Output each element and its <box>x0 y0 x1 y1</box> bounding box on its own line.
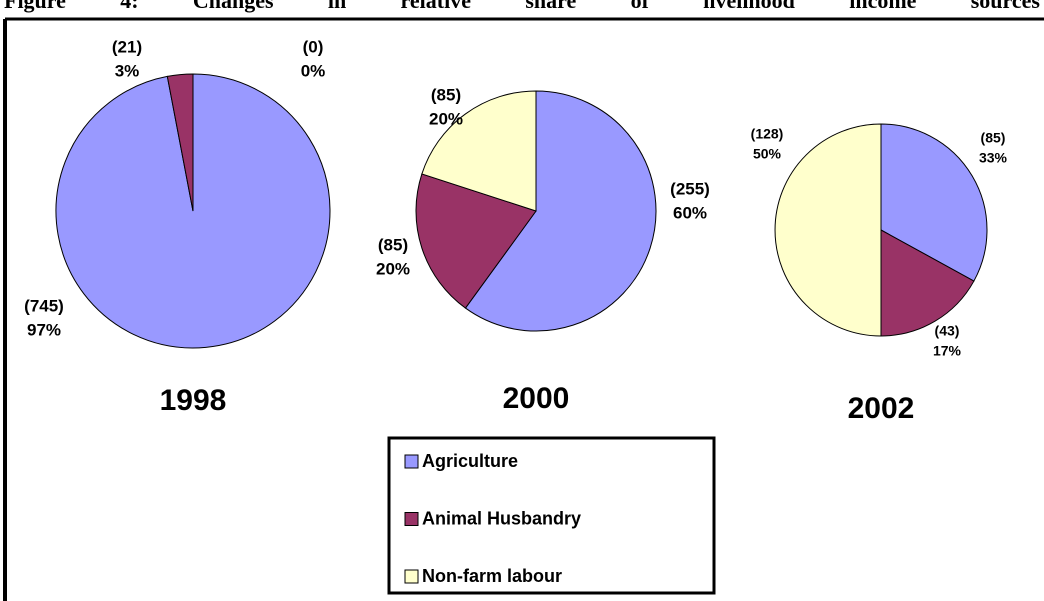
pie-slice <box>421 90 537 212</box>
pie-slice <box>415 173 537 309</box>
pie-slice <box>774 123 882 337</box>
pie-slice <box>880 229 975 337</box>
legend-label: Animal Husbandry <box>422 508 581 528</box>
pie-title: 1998 <box>160 384 227 417</box>
count-label: (745) <box>24 296 64 315</box>
legend-label: Non-farm labour <box>422 566 562 586</box>
legend-box <box>387 436 716 595</box>
value-label: 17% <box>933 342 962 358</box>
legend-swatch <box>404 569 419 584</box>
value-label: 20% <box>376 259 410 278</box>
legend-label: Agriculture <box>422 451 518 471</box>
count-label: (85) <box>378 235 408 254</box>
caption: Figure 4: Changes in relative share of l… <box>4 0 1040 13</box>
value-label: 20% <box>429 109 463 128</box>
value-label: 33% <box>979 149 1008 165</box>
count-label: (255) <box>670 179 710 198</box>
pie-slice <box>880 123 988 282</box>
value-label: 97% <box>27 320 61 339</box>
count-label: (43) <box>935 323 960 339</box>
value-label: 60% <box>673 203 707 222</box>
value-label: 3% <box>115 61 140 80</box>
legend-swatch <box>404 512 419 526</box>
pie-title: 2002 <box>848 392 915 425</box>
count-label: (128) <box>751 126 784 142</box>
count-label: (0) <box>303 37 324 56</box>
legend-swatch <box>404 454 419 469</box>
value-label: 50% <box>753 145 782 161</box>
value-label: 0% <box>301 61 326 80</box>
pie-slice <box>464 90 657 332</box>
count-label: (21) <box>112 37 142 56</box>
count-label: (85) <box>431 85 461 104</box>
count-label: (85) <box>981 130 1006 146</box>
pie-title: 2000 <box>503 382 570 415</box>
